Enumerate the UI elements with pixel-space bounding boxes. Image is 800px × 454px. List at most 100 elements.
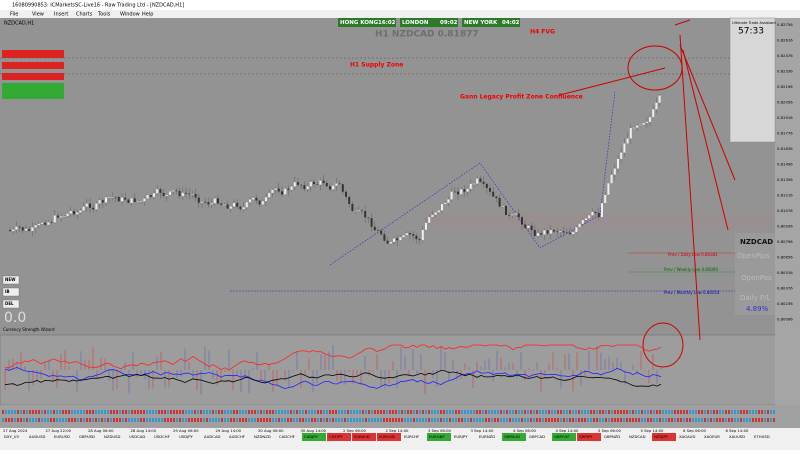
session-time: 09:02 (440, 20, 458, 26)
tab[interactable]: NZDNZD (254, 434, 271, 439)
tab[interactable]: GBPNZD (604, 434, 620, 439)
strip-cell (716, 410, 718, 414)
side-button-label[interactable]: IB (5, 289, 10, 294)
strip-cell (434, 418, 436, 422)
menu-item[interactable]: Window (120, 12, 140, 18)
strip-cell (752, 418, 754, 422)
menu-item[interactable]: Help (142, 12, 153, 18)
side-button-label[interactable]: NEW (5, 277, 16, 282)
strip-cell (275, 418, 277, 422)
tab[interactable]: AUDCAD (204, 434, 221, 439)
tab[interactable]: USDJPY (179, 434, 193, 439)
tab[interactable]: EURGBP (429, 434, 445, 439)
strip-cell (152, 418, 154, 422)
red-button[interactable] (2, 73, 64, 80)
strip-cell (509, 418, 511, 422)
tab[interactable]: NZDCAD (629, 434, 646, 439)
candle (191, 193, 194, 195)
candle (149, 195, 152, 197)
tab[interactable]: USDCAD (129, 434, 145, 439)
menu-item[interactable]: Charts (76, 12, 93, 18)
tab-bg (552, 433, 576, 441)
tab[interactable]: GBPCAD (529, 434, 545, 439)
tab[interactable]: NZDJPY (654, 434, 669, 439)
price-tick-label: 0.81356 (777, 177, 793, 182)
tab[interactable]: EURJPY (454, 434, 468, 439)
tab[interactable]: DXY_U3 (4, 434, 20, 439)
tab[interactable]: NZDUSD (104, 434, 121, 439)
tab[interactable]: GBPAUD (504, 434, 520, 439)
candle (479, 178, 482, 182)
candle (543, 230, 546, 235)
strip-cell (629, 418, 631, 422)
candle (620, 152, 623, 159)
strip-cell (644, 410, 646, 414)
tab[interactable]: USDCHF (154, 434, 170, 439)
strip-cell (89, 418, 91, 422)
tab[interactable]: EURNZD (479, 434, 495, 439)
tab[interactable]: GBPJPY (579, 434, 593, 439)
candle (25, 228, 27, 231)
price-axis (775, 18, 800, 405)
side-button[interactable] (2, 299, 20, 309)
strip-cell (488, 418, 490, 422)
side-button[interactable] (2, 287, 20, 297)
strip-cell (269, 418, 271, 422)
red-button[interactable] (2, 50, 64, 58)
strip-cell (95, 410, 97, 414)
tab[interactable]: XAUUSD (729, 434, 745, 439)
strip-cell (530, 418, 532, 422)
candle (636, 125, 639, 128)
menu-item[interactable]: View (32, 12, 44, 18)
strip-cell (308, 418, 310, 422)
strip-cell (770, 418, 772, 422)
strip-cell (653, 418, 655, 422)
tab[interactable]: EURUSD (54, 434, 70, 439)
tab[interactable]: EURCHF (404, 434, 419, 439)
side-button-label[interactable]: DEL (5, 301, 14, 306)
strip-cell (368, 410, 370, 414)
tab[interactable]: XAGEUR (704, 434, 720, 439)
red-button[interactable] (2, 62, 64, 69)
side-button[interactable] (2, 275, 20, 285)
candle (383, 234, 386, 241)
time-tick-label: 6 Sep 06:00 (683, 428, 707, 433)
tab[interactable]: XAGAUD (679, 434, 695, 439)
tab[interactable]: CADCHF (279, 434, 295, 439)
strip-cell (572, 418, 574, 422)
candle (188, 193, 191, 195)
tab[interactable]: GBPCHF (554, 434, 570, 439)
tab[interactable]: AUDUSD (29, 434, 45, 439)
time-tick-label: 5 Sep 06:00 (598, 428, 622, 433)
tab[interactable]: EURCAD (379, 434, 395, 439)
candle (69, 211, 72, 214)
tf-buttons[interactable] (2, 83, 64, 99)
strip-cell (350, 410, 352, 414)
tab[interactable]: AUDCHF (229, 434, 245, 439)
menu-item[interactable]: Insert (54, 12, 68, 18)
candle (444, 202, 447, 205)
tab[interactable]: CHFJPY (329, 434, 343, 439)
strip-cell (755, 418, 757, 422)
tab[interactable]: ETHUSD (754, 434, 770, 439)
strip-cell (683, 410, 685, 414)
candle (229, 206, 232, 209)
strip-cell (506, 418, 508, 422)
tab[interactable]: CADJPY (304, 434, 318, 439)
price-tick-label: 0.82476 (777, 53, 793, 58)
tab[interactable]: EURAUD (354, 434, 370, 439)
candle (655, 102, 658, 110)
strip-cell (11, 418, 13, 422)
strip-cell (266, 418, 268, 422)
strip-cell (164, 418, 166, 422)
tab[interactable]: GBPUSD (79, 434, 95, 439)
strip-cell (74, 418, 76, 422)
price-tick-label: 0.82756 (777, 22, 793, 27)
menu-item[interactable]: File (10, 12, 18, 18)
strip-cell (5, 410, 7, 414)
strip-cell (5, 418, 7, 422)
menu-item[interactable]: Tools (97, 12, 111, 18)
strip-cell (554, 410, 556, 414)
level-label: Prev / Weekly Low 0.80090 (664, 267, 718, 272)
time-tick-label: 28 Aug 06:00 (88, 428, 114, 433)
